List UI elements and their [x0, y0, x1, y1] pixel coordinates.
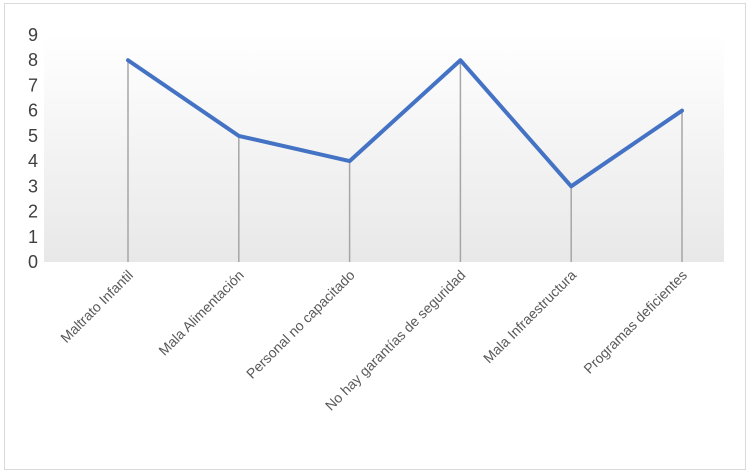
y-tick-label: 9 [28, 25, 38, 45]
y-tick-label: 6 [28, 101, 38, 121]
y-tick-label: 2 [28, 202, 38, 222]
y-tick-label: 3 [28, 176, 38, 196]
y-tick-label: 1 [28, 227, 38, 247]
x-category-label: Mala Infraestructura [480, 267, 579, 366]
y-tick-label: 7 [28, 75, 38, 95]
x-category-label: Maltrato Infantil [57, 267, 136, 346]
y-tick-label: 0 [28, 252, 38, 272]
series-line [126, 58, 684, 189]
x-category-label: Personal no capacitado [243, 267, 358, 382]
x-axis-labels: Maltrato Infantil Mala AlimentaciónPerson… [57, 267, 690, 414]
drop-lines [127, 60, 683, 262]
plot-area [44, 35, 724, 262]
x-category-label: Programas deficientes [580, 267, 690, 377]
y-tick-label: 4 [28, 151, 38, 171]
y-tick-label: 8 [28, 50, 38, 70]
x-category-label: Mala Alimentación [155, 267, 247, 359]
y-tick-label: 5 [28, 126, 38, 146]
y-axis-ticks: 0 1 2 3 4 5 6 7 8 9 [28, 25, 38, 272]
